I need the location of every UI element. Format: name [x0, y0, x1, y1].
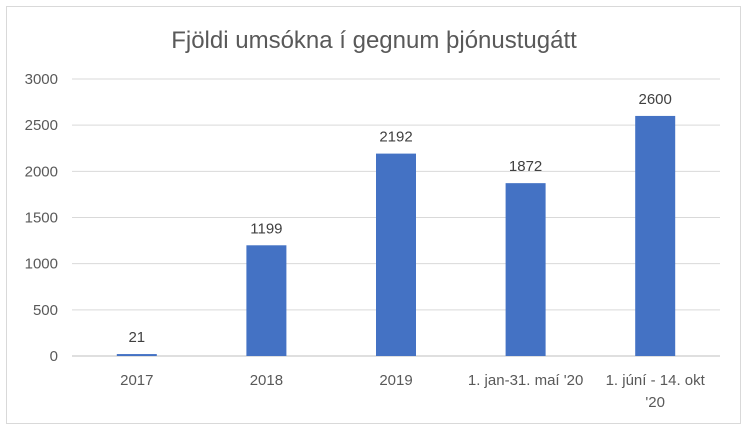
- x-axis: 2017 2018 2019 1. jan-31. maí '20 1. júní - …: [120, 372, 706, 411]
- y-tick-label: 2500: [25, 117, 58, 134]
- data-label: 1872: [509, 158, 542, 175]
- y-tick-label: 0: [50, 348, 58, 365]
- x-tick-label: 2019: [379, 372, 412, 389]
- data-label: 1199: [250, 220, 282, 237]
- x-tick-label: '20: [645, 394, 665, 411]
- y-tick-label: 1000: [25, 256, 58, 273]
- y-tick-label: 500: [33, 302, 58, 319]
- x-tick-label: 2018: [250, 372, 283, 389]
- bar: [635, 115, 676, 356]
- y-axis: 0 500 1000 1500 2000 2500 3000: [25, 71, 58, 365]
- x-tick-label: 1. júní - 14. okt: [606, 372, 706, 389]
- bars: [116, 115, 676, 356]
- data-label: 2192: [379, 129, 412, 146]
- y-tick-label: 1500: [25, 210, 58, 227]
- y-tick-label: 3000: [25, 71, 58, 88]
- x-tick-label: 2017: [120, 372, 153, 389]
- bar: [246, 245, 287, 356]
- data-labels: 21 1199 2192 1872 2600: [128, 91, 671, 346]
- x-tick-label: 1. jan-31. maí '20: [468, 372, 583, 389]
- bar: [376, 153, 416, 356]
- y-tick-label: 2000: [25, 163, 58, 180]
- chart-title: Fjöldi umsókna í gegnum þjónustugátt: [171, 27, 577, 54]
- data-label: 2600: [639, 91, 672, 108]
- bar: [505, 183, 546, 356]
- data-label: 21: [128, 329, 145, 346]
- bar: [116, 354, 157, 356]
